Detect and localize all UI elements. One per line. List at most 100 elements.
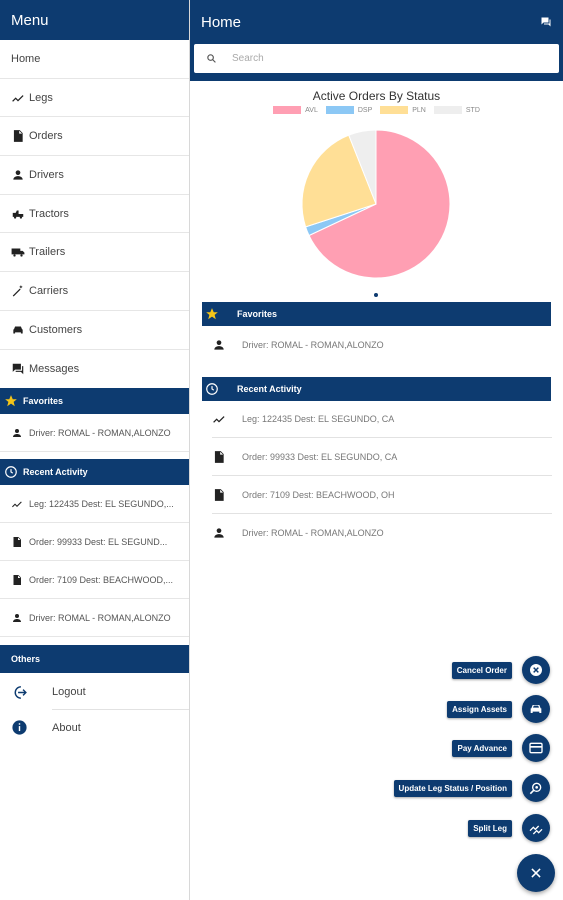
legend-label: AVL — [305, 106, 318, 114]
nav-item-customers[interactable]: Customers — [0, 311, 189, 350]
legend-swatch — [325, 106, 354, 114]
legend-swatch — [273, 106, 302, 114]
split-icon[interactable] — [522, 814, 550, 842]
pie-slice-std[interactable] — [348, 129, 377, 205]
page-indicator-dot — [374, 293, 378, 297]
search-icon — [207, 54, 216, 63]
legend-label: STD — [465, 106, 480, 114]
list-item-text: Order: 99933 Dest: EL SEGUNDO, CA — [242, 451, 398, 462]
list-item-text: Driver: ROMAL - ROMAN,ALONZO — [242, 528, 384, 538]
recent-item[interactable]: Order: 99933 Dest: EL SEGUNDO, CA — [212, 438, 552, 476]
drawer-favorites-header: Favorites — [0, 388, 189, 415]
list-item-text: Driver: ROMAL - ROMAN,ALONZO — [242, 340, 384, 350]
drawer-recent-item[interactable]: Order: 7109 Dest: BEACHWOOD,... — [0, 561, 189, 600]
main-content: Home Search Active Orders By Status AVL … — [190, 0, 563, 900]
locate-icon[interactable] — [522, 774, 550, 802]
drawer-recent-item[interactable]: Driver: ROMAL - ROMAN,ALONZO — [0, 599, 189, 638]
section-title: Recent Activity — [23, 467, 88, 478]
nav-item-label: Tractors — [29, 207, 69, 220]
nav-item-carriers[interactable]: Carriers — [0, 272, 189, 311]
person-icon — [11, 426, 25, 440]
action-label[interactable]: Pay Advance — [452, 739, 512, 757]
search-input[interactable]: Search — [194, 44, 559, 73]
pie-slice-avl[interactable] — [308, 129, 451, 279]
wand-icon — [11, 284, 27, 298]
recent-item[interactable]: Order: 7109 Dest: BEACHWOOD, OH — [212, 476, 552, 514]
nav-item-trailers[interactable]: Trailers — [0, 233, 189, 273]
drawer-recent-header: Recent Activity — [0, 459, 189, 486]
list-item-text: Driver: ROMAL - ROMAN,ALONZO — [29, 427, 171, 438]
drawer-recent-item[interactable]: Order: 99933 Dest: EL SEGUND... — [0, 523, 189, 562]
legend-swatch — [380, 106, 409, 114]
logout-icon — [0, 684, 52, 701]
info-icon — [0, 719, 52, 736]
nav-item-tractors[interactable]: Tractors — [0, 195, 189, 234]
list-item-text: Leg: 122435 Dest: EL SEGUNDO,... — [29, 498, 174, 509]
legend-item[interactable]: STD — [433, 106, 480, 114]
pay-advance-action[interactable]: Pay Advance — [452, 734, 550, 762]
car-icon[interactable] — [522, 695, 550, 723]
document-icon — [11, 535, 25, 549]
tractor-icon — [11, 207, 27, 221]
document-icon — [212, 450, 242, 464]
nav-item-home[interactable]: Home — [0, 40, 189, 79]
nav-item-label: Legs — [29, 91, 53, 104]
card-icon[interactable] — [522, 734, 550, 762]
nav-item-label: Trailers — [29, 246, 66, 259]
list-item-text: Leg: 122435 Dest: EL SEGUNDO, CA — [242, 413, 395, 424]
list-item-text: Order: 99933 Dest: EL SEGUND... — [29, 536, 168, 547]
nav-item-label: Messages — [29, 362, 80, 375]
close-speed-dial-button[interactable] — [517, 854, 555, 892]
trend-icon — [11, 91, 27, 105]
navigation-drawer: Menu Home Legs Orders Drivers Tractors T… — [0, 0, 190, 900]
document-icon — [11, 129, 27, 143]
chat-icon[interactable] — [540, 16, 552, 28]
recent-item[interactable]: Leg: 122435 Dest: EL SEGUNDO, CA — [212, 400, 552, 438]
split-leg-action[interactable]: Split Leg — [468, 814, 550, 842]
drawer-favorite-item[interactable]: Driver: ROMAL - ROMAN,ALONZO — [0, 414, 189, 453]
logout-item[interactable]: Logout — [0, 675, 189, 711]
close-icon — [531, 868, 541, 878]
chart-title: Active Orders By Status — [312, 89, 441, 103]
action-label[interactable]: Cancel Order — [451, 661, 512, 679]
person-icon — [11, 168, 27, 182]
legend-item[interactable]: AVL — [273, 106, 318, 114]
nav-item-orders[interactable]: Orders — [0, 117, 189, 157]
recent-activity-header: Recent Activity — [202, 377, 551, 401]
legend-label: DSP — [357, 106, 373, 114]
clock-icon — [5, 466, 17, 479]
list-item-text: Order: 7109 Dest: BEACHWOOD,... — [29, 574, 174, 585]
nav-item-drivers[interactable]: Drivers — [0, 156, 189, 195]
drawer-title: Menu — [11, 11, 49, 29]
action-label[interactable]: Split Leg — [468, 819, 512, 837]
page-title: Home — [201, 13, 242, 31]
legend-item[interactable]: PLN — [380, 106, 426, 114]
favorite-item[interactable]: Driver: ROMAL - ROMAN,ALONZO — [212, 326, 552, 364]
update-leg-status-action[interactable]: Update Leg Status / Position — [393, 774, 550, 802]
nav-item-label: Orders — [29, 130, 63, 143]
person-icon — [212, 526, 242, 540]
cancel-icon[interactable] — [522, 656, 550, 684]
drawer-recent-item[interactable]: Leg: 122435 Dest: EL SEGUNDO,... — [0, 485, 189, 524]
document-icon — [212, 488, 242, 502]
nav-item-label: Customers — [29, 323, 83, 336]
recent-item[interactable]: Driver: ROMAL - ROMAN,ALONZO — [212, 514, 552, 552]
chart-legend: AVL DSP PLN STD — [190, 106, 563, 114]
drawer-others-header: Others — [0, 645, 189, 674]
person-icon — [212, 338, 242, 352]
nav-item-messages[interactable]: Messages — [0, 350, 189, 389]
section-title: Favorites — [23, 396, 64, 407]
action-label[interactable]: Assign Assets — [447, 700, 512, 718]
pie-chart — [301, 129, 451, 279]
search-bar: Search — [190, 44, 563, 81]
nav-item-legs[interactable]: Legs — [0, 79, 189, 118]
legend-swatch — [433, 106, 462, 114]
person-icon — [11, 611, 25, 625]
legend-item[interactable]: DSP — [325, 106, 373, 114]
trend-icon — [11, 497, 25, 511]
about-item[interactable]: About — [0, 710, 189, 745]
drawer-header: Menu — [0, 0, 189, 40]
action-label[interactable]: Update Leg Status / Position — [393, 779, 512, 797]
assign-assets-action[interactable]: Assign Assets — [447, 695, 550, 723]
cancel-order-action[interactable]: Cancel Order — [451, 656, 550, 684]
